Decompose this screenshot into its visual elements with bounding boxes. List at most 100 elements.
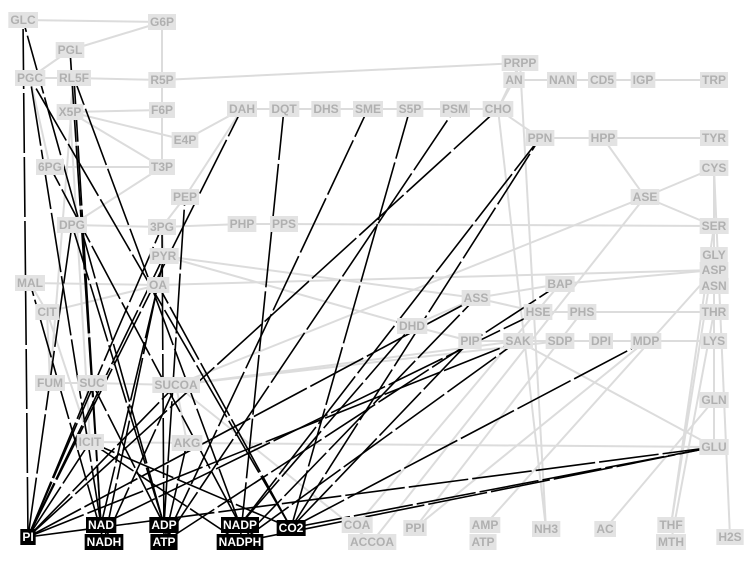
node-label: PYR xyxy=(152,249,177,263)
node-ase: ASE xyxy=(630,189,660,205)
node-label: MTH xyxy=(658,535,684,549)
black-edge-CO2-PGC xyxy=(29,77,292,529)
node-gly: GLY xyxy=(700,247,728,263)
node-label: CYS xyxy=(702,161,727,175)
node-box xyxy=(403,520,427,536)
node-label: X5P xyxy=(59,105,82,119)
node-box xyxy=(56,104,84,120)
node-box xyxy=(171,132,199,148)
node-box xyxy=(397,318,428,334)
grey-edge-AKG-GLU xyxy=(186,442,715,448)
node-mdp: MDP xyxy=(630,333,662,349)
node-box xyxy=(700,333,728,349)
node-box xyxy=(699,439,729,455)
black-edge-CO2-MDP xyxy=(290,340,647,529)
grey-edge-ASP-AMP xyxy=(484,269,715,526)
black-edge-ATP-SME xyxy=(163,108,369,543)
node-thr: THR xyxy=(699,304,729,320)
node-label: 3PG xyxy=(150,220,174,234)
node-6pg: 6PG xyxy=(35,159,65,175)
node-box xyxy=(56,217,88,233)
node-glu: GLU xyxy=(699,439,729,455)
node-cd5: CD5 xyxy=(587,72,617,88)
node-box xyxy=(55,42,85,58)
node-box xyxy=(699,304,729,320)
node-box xyxy=(469,517,501,533)
node-sak: SAK xyxy=(503,333,533,349)
node-box xyxy=(700,247,728,263)
node-an: AN xyxy=(503,72,525,88)
node-box xyxy=(20,529,36,545)
node-label: NADH xyxy=(87,535,122,549)
node-label: PEP xyxy=(173,190,197,204)
node-label: NADPH xyxy=(219,535,262,549)
node-label: T3P xyxy=(151,160,173,174)
node-label: BAP xyxy=(547,277,572,291)
node-box xyxy=(594,521,616,537)
node-dhd: DHD xyxy=(397,318,428,334)
node-nadph: NADPH xyxy=(216,534,264,550)
node-label: ASN xyxy=(701,279,726,293)
node-box xyxy=(588,333,614,349)
node-label: PSM xyxy=(442,102,468,116)
node-box xyxy=(227,101,257,117)
node-sucoa: SUCOA xyxy=(152,377,200,393)
node-box xyxy=(545,333,575,349)
node-label: DAH xyxy=(229,102,255,116)
node-label: TYR xyxy=(702,131,726,145)
node-label: AC xyxy=(596,522,614,536)
node-box xyxy=(656,534,686,550)
node-box xyxy=(630,189,660,205)
node-label: FUM xyxy=(37,376,63,390)
node-label: GLY xyxy=(702,248,726,262)
node-label: HSE xyxy=(526,305,551,319)
node-box xyxy=(341,517,373,533)
node-box xyxy=(35,375,65,391)
node-box xyxy=(523,304,553,320)
node-pip: PIP xyxy=(458,333,482,349)
node-label: H2S xyxy=(718,530,741,544)
node-dpg: DPG xyxy=(56,217,88,233)
node-label: ASE xyxy=(633,190,658,204)
node-pgl: PGL xyxy=(55,42,85,58)
node-label: MAL xyxy=(17,276,43,290)
node-label: TRP xyxy=(702,73,726,87)
node-label: OA xyxy=(149,278,167,292)
node-box xyxy=(699,278,729,294)
node-box xyxy=(588,130,618,146)
node-cho: CHO xyxy=(482,101,514,117)
node-nh3: NH3 xyxy=(531,521,561,537)
node-box xyxy=(699,392,729,408)
grey-edge-HPP-ASE xyxy=(602,137,646,198)
node-label: ADP xyxy=(151,518,176,532)
node-prpp: PRPP xyxy=(501,55,539,71)
node-adp: ADP xyxy=(149,517,179,533)
node-box xyxy=(14,70,46,86)
node-g6p: G6P xyxy=(147,14,177,30)
node-label: DPG xyxy=(59,218,85,232)
node-box xyxy=(352,101,384,117)
node-nan: NAN xyxy=(547,72,577,88)
node-cit: CIT xyxy=(35,304,60,320)
node-trp: TRP xyxy=(700,72,728,88)
node-nadh: NADH xyxy=(84,534,124,550)
black-edge-PI-GLU xyxy=(27,446,715,538)
node-box xyxy=(148,102,176,118)
node-thf: THF xyxy=(657,517,685,533)
node-label: CHO xyxy=(485,102,512,116)
node-nadp: NADP xyxy=(220,517,260,533)
node-label: NADP xyxy=(223,518,257,532)
black-edge-CO2-S5P xyxy=(290,108,411,529)
node-box xyxy=(148,159,176,175)
black-edge-ADP-SUC xyxy=(91,382,165,526)
black-edge-NADPH-SAK xyxy=(239,340,519,543)
node-label: PI xyxy=(22,530,33,544)
node-box xyxy=(699,160,729,176)
black-edge-NADPH-DQT xyxy=(239,108,285,543)
node-mth: MTH xyxy=(656,534,686,550)
node-3pg: 3PG xyxy=(147,219,177,235)
node-label: THR xyxy=(702,305,727,319)
node-label: DHS xyxy=(313,102,338,116)
black-edge-ADP-GLC xyxy=(22,19,165,526)
